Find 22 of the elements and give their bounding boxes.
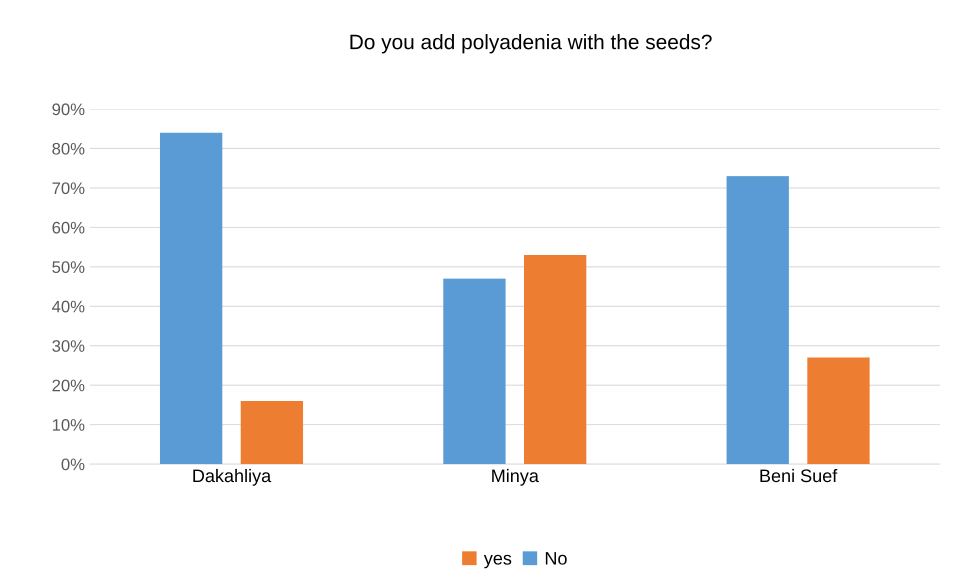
x-tick-label: Beni Suef [760, 468, 838, 482]
x-tick-label: Minya [492, 468, 539, 486]
bar [160, 132, 222, 464]
y-tick-label: 80% [52, 142, 84, 155]
bar [443, 278, 506, 464]
chart-title: Do you add polyadenia with the seeds? [350, 34, 712, 54]
x-tick-label: Dakahliya [193, 468, 272, 486]
y-tick-label: 0% [62, 458, 84, 470]
y-tick-label: 30% [52, 340, 84, 352]
y-tick-label: 50% [52, 261, 84, 274]
legend-label: No [546, 552, 567, 565]
bar [240, 400, 304, 464]
legend-label: yes [484, 554, 512, 568]
y-tick-label: 10% [52, 419, 84, 431]
y-tick-label: 60% [52, 222, 84, 234]
y-tick-label: 20% [52, 380, 84, 392]
y-tick-label: 40% [52, 300, 84, 312]
bar [524, 254, 586, 464]
y-tick-label: 70% [52, 182, 84, 194]
bar [726, 176, 789, 464]
y-tick-label: 90% [52, 103, 84, 116]
bar [807, 358, 870, 464]
